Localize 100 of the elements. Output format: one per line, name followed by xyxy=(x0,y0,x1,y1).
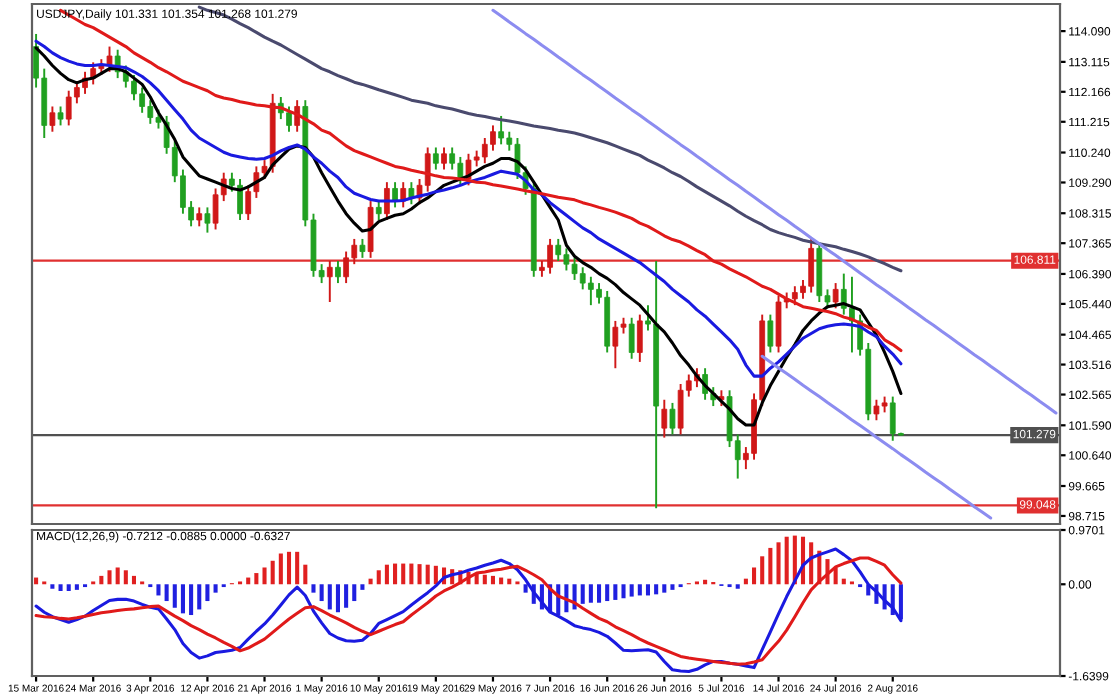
candlestick xyxy=(628,316,635,360)
candlestick xyxy=(555,237,562,262)
bar xyxy=(490,575,496,585)
bar xyxy=(270,560,275,585)
candlestick xyxy=(563,247,570,272)
bar xyxy=(164,584,169,602)
bar xyxy=(213,584,218,593)
bar xyxy=(613,584,618,600)
candlestick xyxy=(424,146,431,193)
candlestick xyxy=(767,313,774,354)
candlestick xyxy=(196,206,203,228)
candlestick xyxy=(816,241,823,303)
bar xyxy=(629,584,634,597)
candlestick xyxy=(139,86,146,114)
bar xyxy=(376,570,381,585)
bar xyxy=(197,584,202,610)
candlestick xyxy=(65,89,72,127)
bar xyxy=(588,584,593,603)
line-series xyxy=(491,8,1058,415)
candlestick xyxy=(335,260,341,285)
candlestick xyxy=(490,124,496,152)
bar xyxy=(523,584,528,593)
candlestick xyxy=(204,206,211,234)
bar xyxy=(335,584,340,613)
bar xyxy=(262,567,267,585)
candlestick xyxy=(808,237,815,294)
candlestick xyxy=(441,146,447,171)
candlestick xyxy=(449,146,456,171)
bar xyxy=(254,573,259,585)
bar xyxy=(99,575,104,585)
candlestick xyxy=(367,200,374,259)
bar xyxy=(311,584,316,593)
bar xyxy=(172,584,177,608)
bar xyxy=(662,584,667,593)
bar xyxy=(156,584,161,596)
bar xyxy=(768,547,773,585)
candlestick xyxy=(588,275,594,307)
candlestick xyxy=(832,282,839,310)
bar xyxy=(409,563,414,585)
candlestick xyxy=(571,256,578,281)
bar xyxy=(58,584,63,591)
bar xyxy=(654,584,659,595)
bar xyxy=(833,567,838,585)
bar xyxy=(278,553,283,585)
candlestick xyxy=(547,237,553,275)
candlestick xyxy=(579,266,586,291)
bar xyxy=(384,564,389,585)
candlestick xyxy=(375,200,382,221)
candlestick xyxy=(359,237,366,259)
candlestick xyxy=(147,99,154,125)
candlestick xyxy=(481,137,488,165)
candlestick xyxy=(49,105,56,133)
bar xyxy=(180,584,185,614)
bar xyxy=(66,584,71,591)
bar xyxy=(295,551,300,585)
bar xyxy=(637,584,642,596)
line-series xyxy=(760,354,993,520)
candlestick xyxy=(661,398,668,439)
bar xyxy=(131,575,137,585)
bar xyxy=(401,563,406,585)
bar xyxy=(760,556,765,585)
bar xyxy=(776,542,781,585)
bar xyxy=(123,570,128,585)
candlestick xyxy=(873,398,880,422)
bar xyxy=(205,584,210,602)
bar xyxy=(360,584,365,590)
candlestick xyxy=(612,319,619,370)
bar xyxy=(670,584,675,590)
bar xyxy=(425,564,430,585)
candlestick xyxy=(791,285,798,307)
candlestick xyxy=(286,105,292,133)
bar xyxy=(784,536,789,585)
bar xyxy=(74,584,79,590)
bar xyxy=(605,584,610,602)
bar xyxy=(352,584,357,602)
candlestick xyxy=(57,105,64,127)
bar xyxy=(752,567,757,585)
candlestick xyxy=(343,250,349,285)
candlestick xyxy=(131,73,137,102)
candlestick xyxy=(840,272,847,316)
candlestick xyxy=(498,114,504,146)
candlestick xyxy=(775,294,782,354)
candlestick xyxy=(889,395,896,442)
candlestick xyxy=(432,146,439,171)
bar xyxy=(393,563,398,585)
bar xyxy=(417,564,422,585)
candlestick xyxy=(669,401,676,436)
bar xyxy=(596,584,602,603)
bar xyxy=(303,564,308,585)
bar xyxy=(645,584,651,596)
bar xyxy=(344,584,349,608)
bar xyxy=(621,584,626,599)
bar xyxy=(319,584,324,602)
candlestick xyxy=(392,181,398,209)
bar xyxy=(482,574,487,585)
candlestick xyxy=(326,260,333,303)
candlestick xyxy=(237,178,243,221)
bar xyxy=(580,584,585,604)
bar xyxy=(433,565,438,585)
bar xyxy=(286,551,292,585)
